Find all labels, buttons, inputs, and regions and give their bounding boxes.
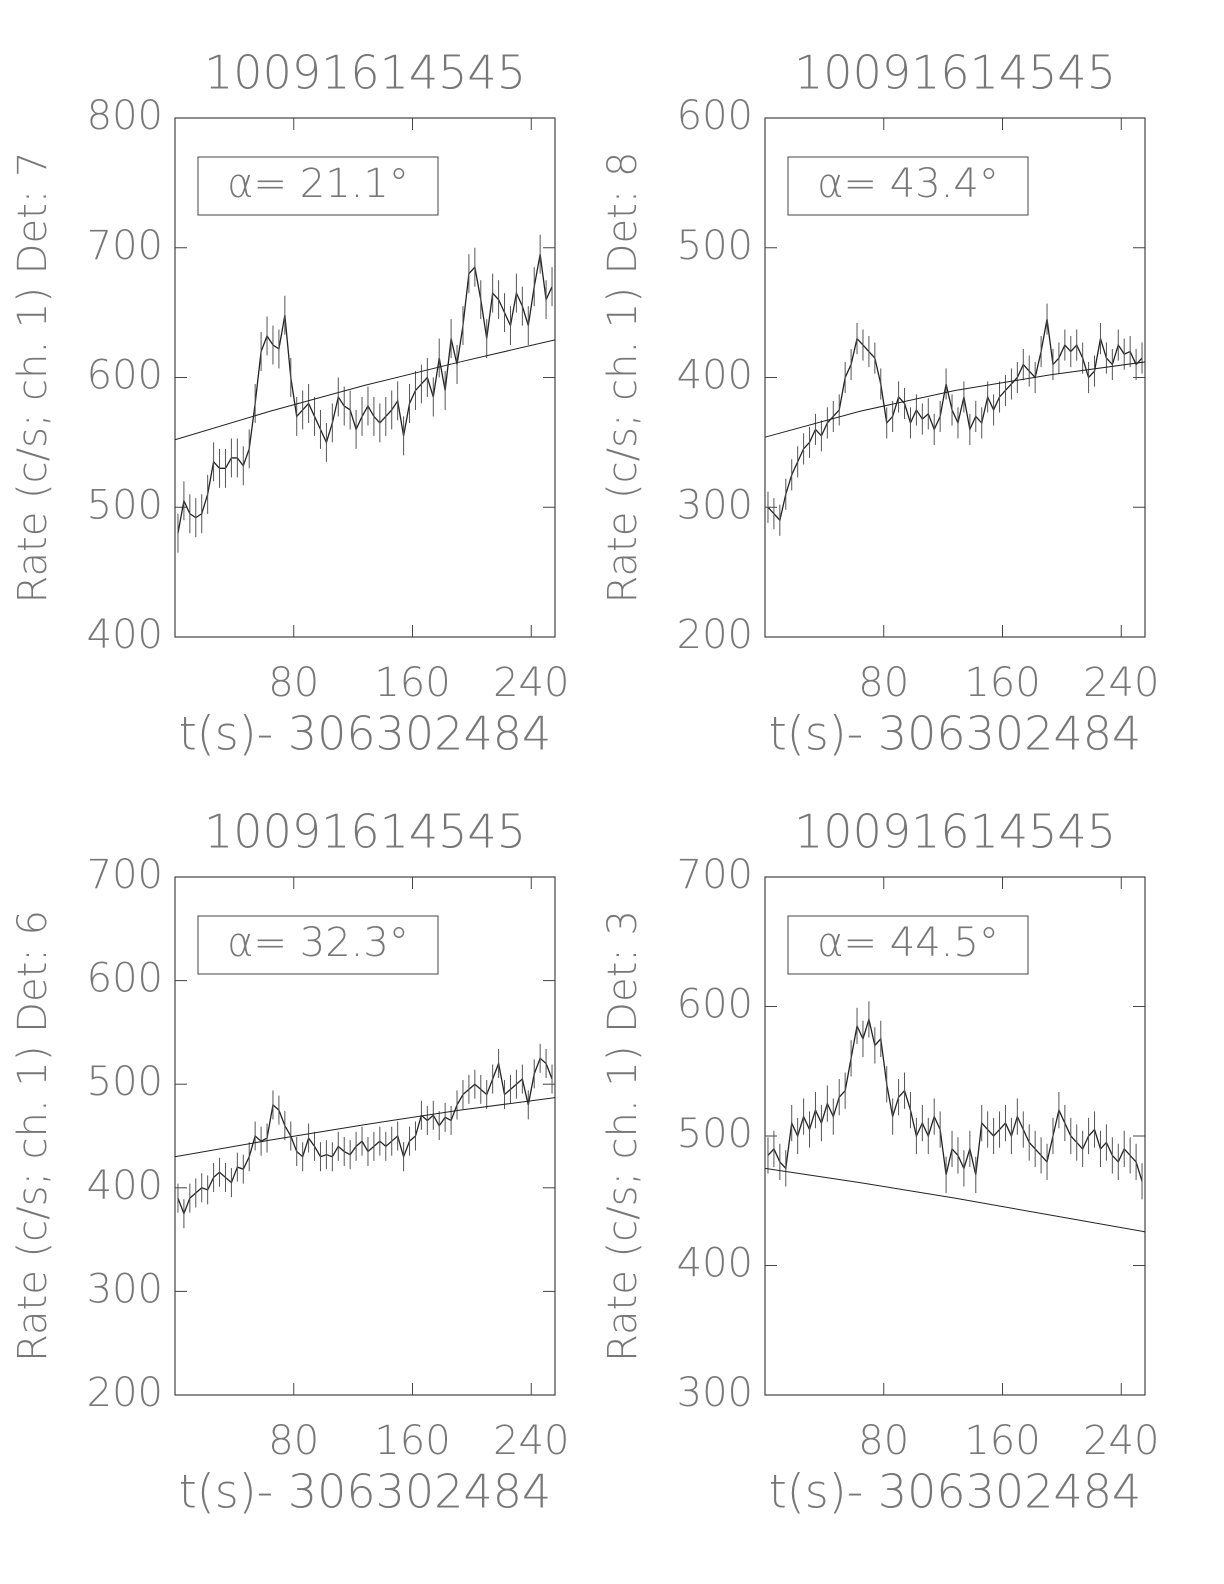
x-tick-label: 240 [1083, 1418, 1159, 1464]
y-tick-label: 200 [87, 1370, 163, 1416]
annotation-box [197, 156, 439, 216]
data-line [767, 318, 1143, 522]
y-tick-label: 600 [677, 93, 753, 139]
y-tick-label: 700 [677, 852, 753, 898]
plot-frame [764, 117, 1146, 638]
x-tick-label: 240 [1083, 660, 1159, 706]
plot-frame [174, 117, 556, 638]
y-tick-label: 500 [677, 1111, 753, 1157]
x-tick-label: 240 [493, 660, 569, 706]
y-tick-label: 600 [87, 956, 163, 1002]
y-tick-label: 700 [87, 852, 163, 898]
chart-title: 10091614545 [794, 46, 1116, 100]
x-tick-label: 160 [964, 1418, 1040, 1464]
x-tick-label: 80 [858, 660, 909, 706]
y-tick-label: 300 [87, 1266, 163, 1312]
y-tick-label: 600 [87, 353, 163, 399]
x-axis-label: t(s)- 306302484 [179, 1465, 552, 1519]
y-tick-label: 800 [87, 93, 163, 139]
fit-curve [174, 339, 556, 441]
y-tick-label: 300 [677, 1370, 753, 1416]
y-tick-label: 700 [87, 223, 163, 269]
y-tick-label: 400 [677, 1241, 753, 1287]
data-line [177, 254, 553, 534]
annotation-box [787, 156, 1029, 216]
data-line [767, 1016, 1143, 1182]
y-axis-label: Rate (c/s; ch. 1) Det: 3 [600, 910, 646, 1362]
chart-title: 10091614545 [794, 805, 1116, 859]
x-tick-label: 160 [374, 660, 450, 706]
y-axis-label: Rate (c/s; ch. 1) Det: 6 [10, 910, 56, 1362]
y-tick-label: 400 [677, 353, 753, 399]
annotation: α= 32.3° [227, 920, 409, 966]
y-tick-label: 400 [87, 1163, 163, 1209]
annotation-box [787, 915, 1029, 975]
x-tick-label: 160 [374, 1418, 450, 1464]
annotation: α= 43.4° [817, 161, 999, 207]
x-tick-label: 160 [964, 660, 1040, 706]
y-axis-label: Rate (c/s; ch. 1) Det: 7 [10, 152, 56, 604]
annotation-box [197, 915, 439, 975]
plot-frame [764, 876, 1146, 1396]
y-tick-label: 500 [87, 482, 163, 528]
y-tick-label: 500 [87, 1059, 163, 1105]
plot-frame [174, 876, 556, 1396]
y-tick-label: 300 [677, 482, 753, 528]
x-tick-label: 80 [268, 660, 319, 706]
x-axis-label: t(s)- 306302484 [769, 707, 1142, 761]
x-axis-label: t(s)- 306302484 [769, 1465, 1142, 1519]
fit-curve [174, 1097, 556, 1158]
x-axis-label: t(s)- 306302484 [179, 707, 552, 761]
annotation: α= 21.1° [227, 161, 409, 207]
x-tick-label: 240 [493, 1418, 569, 1464]
x-tick-label: 80 [858, 1418, 909, 1464]
annotation: α= 44.5° [817, 920, 999, 966]
y-tick-label: 200 [677, 612, 753, 658]
y-tick-label: 500 [677, 223, 753, 269]
chart-title: 10091614545 [204, 46, 526, 100]
x-tick-label: 80 [268, 1418, 319, 1464]
fit-curve [764, 361, 1146, 438]
y-axis-label: Rate (c/s; ch. 1) Det: 8 [600, 152, 646, 604]
y-tick-label: 600 [677, 982, 753, 1028]
data-line [177, 1057, 553, 1216]
chart-title: 10091614545 [204, 805, 526, 859]
fit-curve [764, 1167, 1146, 1233]
y-tick-label: 400 [87, 612, 163, 658]
